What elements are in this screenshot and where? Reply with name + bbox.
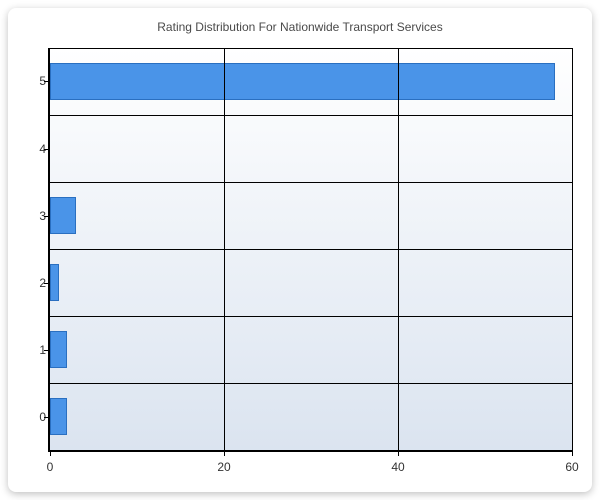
grid-line-horizontal <box>50 182 572 183</box>
x-axis-label: 0 <box>47 460 54 474</box>
chart-panel: Rating Distribution For Nationwide Trans… <box>8 8 592 492</box>
plot-area: 0123450204060 <box>48 48 572 452</box>
y-tick-mark <box>44 283 50 284</box>
x-tick-mark <box>224 450 225 456</box>
bar <box>50 398 67 435</box>
grid-line-horizontal <box>50 316 572 317</box>
x-axis-label: 20 <box>217 460 230 474</box>
chart-container: Rating Distribution For Nationwide Trans… <box>0 0 600 500</box>
y-tick-mark <box>44 417 50 418</box>
y-tick-mark <box>44 149 50 150</box>
grid-line-horizontal <box>50 383 572 384</box>
grid-line-horizontal <box>50 115 572 116</box>
chart-title: Rating Distribution For Nationwide Trans… <box>8 20 592 34</box>
grid-line-horizontal <box>50 48 572 49</box>
grid-line-vertical <box>572 48 573 450</box>
x-tick-mark <box>572 450 573 456</box>
y-tick-mark <box>44 216 50 217</box>
bar <box>50 264 59 301</box>
y-tick-mark <box>44 81 50 82</box>
x-tick-mark <box>50 450 51 456</box>
x-tick-mark <box>398 450 399 456</box>
bar <box>50 63 555 100</box>
y-tick-mark <box>44 350 50 351</box>
grid-line-horizontal <box>50 249 572 250</box>
x-axis-label: 40 <box>391 460 404 474</box>
bar <box>50 331 67 368</box>
bar <box>50 197 76 234</box>
x-axis-label: 60 <box>565 460 578 474</box>
